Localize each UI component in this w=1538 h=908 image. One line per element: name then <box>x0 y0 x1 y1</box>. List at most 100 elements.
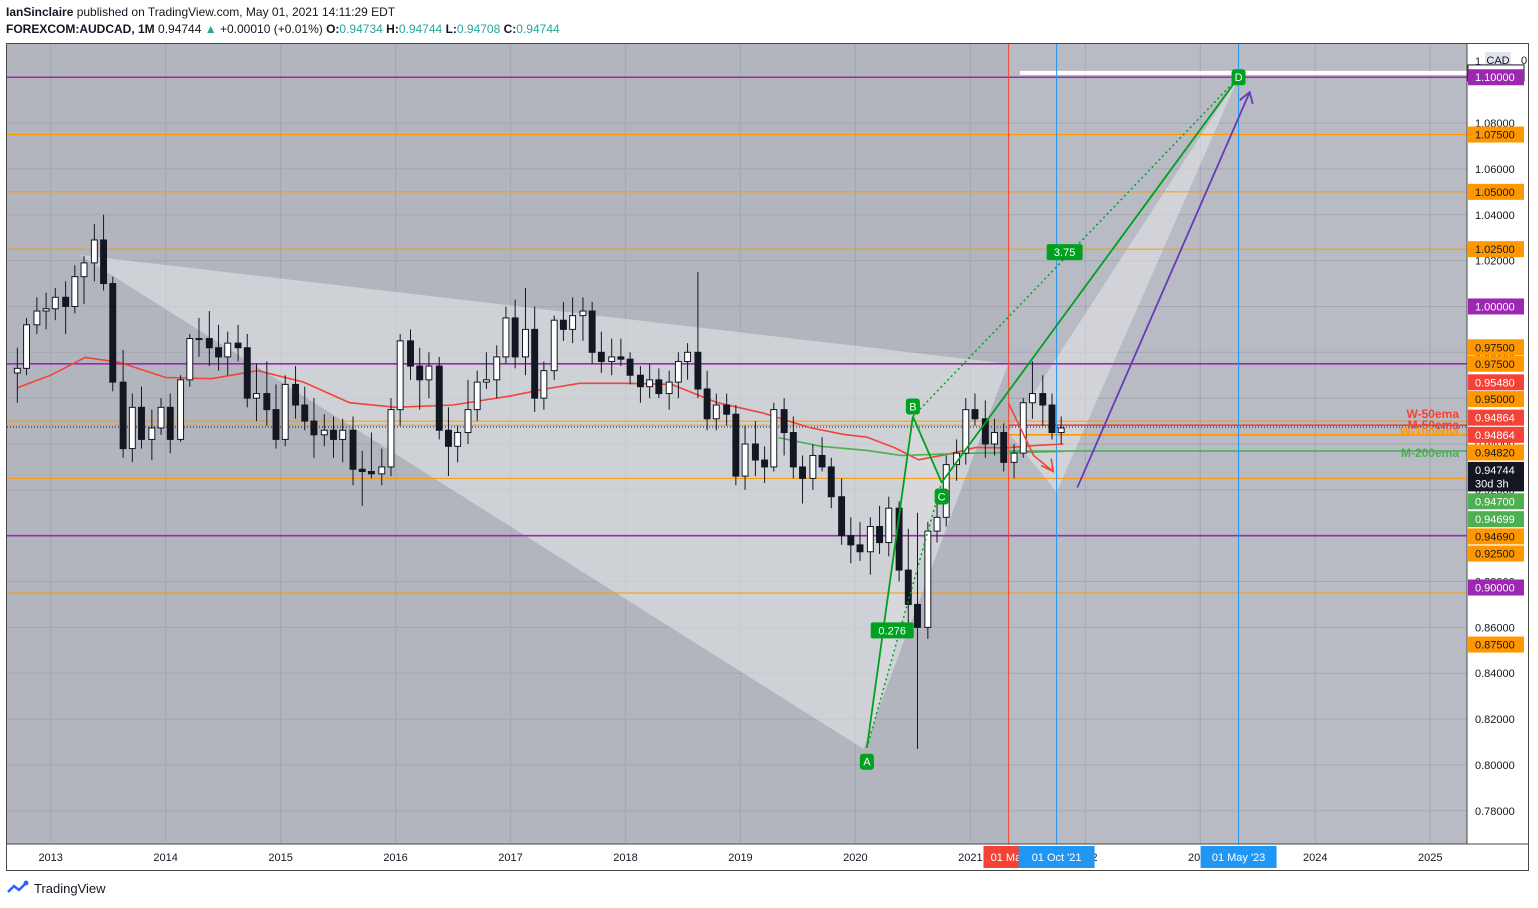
candle-body <box>904 569 912 605</box>
price-tag-bg <box>1468 444 1524 461</box>
candle <box>224 331 232 376</box>
candle-body <box>166 406 174 440</box>
price-tag-bg <box>1468 636 1524 653</box>
candle-body <box>723 404 731 415</box>
price-tick-label: 1.06000 <box>1475 164 1515 176</box>
candle <box>339 418 347 463</box>
bearish-arrow-line <box>1007 402 1054 473</box>
candle <box>962 398 970 465</box>
candle-body <box>971 409 979 420</box>
candle <box>1028 361 1036 419</box>
price-tag-bg <box>1468 241 1524 258</box>
candle-body <box>540 370 548 399</box>
candle-body <box>33 310 41 326</box>
author-name[interactable]: IanSinclaire <box>6 5 74 19</box>
price-tag-bg <box>1468 126 1524 143</box>
time-tick-label: 2024 <box>1303 852 1327 864</box>
price-tag-text: 0.94700 <box>1475 496 1515 508</box>
candle-body <box>597 351 605 362</box>
candle-body <box>186 338 194 381</box>
candle <box>253 363 260 422</box>
candle <box>608 338 616 376</box>
candle <box>770 402 778 472</box>
candle-body <box>703 388 711 420</box>
candle-body <box>962 409 970 454</box>
time-marker-text: 01 May '23 <box>1212 852 1265 864</box>
candle <box>818 437 826 472</box>
tradingview-brand[interactable]: TradingView <box>34 880 106 896</box>
currency-badge <box>1485 52 1511 68</box>
candle <box>550 315 558 380</box>
candle <box>838 478 846 545</box>
candle <box>1039 375 1047 426</box>
candle <box>195 317 203 357</box>
last-price: 0.94744 <box>158 22 202 36</box>
candle-body <box>23 324 31 369</box>
ratio-line-ac <box>866 482 943 748</box>
candle-body <box>991 432 998 445</box>
candle <box>559 301 567 341</box>
candle <box>1010 444 1018 479</box>
indicator-label: W-50ema <box>1407 407 1460 421</box>
price-tag-bg <box>1468 339 1524 356</box>
candle-body <box>128 406 136 450</box>
candle <box>933 503 941 543</box>
candle <box>712 393 720 431</box>
price-tag: 0.97500 <box>1468 355 1524 372</box>
leg-bc <box>912 416 943 483</box>
candle <box>971 393 979 426</box>
candle <box>665 370 673 410</box>
candle <box>511 299 519 369</box>
symbol-name[interactable]: FOREXCOM:AUDCAD, 1M <box>6 22 155 36</box>
indicator-label: M-50ema <box>1408 418 1460 432</box>
candle <box>444 407 452 477</box>
candle-body <box>292 383 300 406</box>
time-marker-bg <box>1200 846 1277 868</box>
candle <box>579 297 587 341</box>
harmonic-triangle-xab <box>79 254 1009 749</box>
price-tick-label: 0.78000 <box>1475 806 1515 818</box>
low-value: 0.94708 <box>456 22 501 36</box>
candle <box>42 292 50 330</box>
price-tag-bg <box>1468 475 1524 492</box>
candle <box>109 276 117 392</box>
candle-body <box>569 315 577 330</box>
candle <box>493 345 501 399</box>
symbol-line: FOREXCOM:AUDCAD, 1M 0.94744 ▲ +0.00010 (… <box>6 21 560 38</box>
price-tag: 0.94690 <box>1468 528 1524 545</box>
close-label: C: <box>503 22 517 36</box>
candle <box>856 521 864 561</box>
candle-body <box>522 328 529 358</box>
bearish-arrow-head <box>1040 458 1055 473</box>
candle-body <box>367 471 375 475</box>
candle-body <box>253 393 260 399</box>
chart-frame[interactable]: A B C D 0.276 3.75 W-50ema M-50ema W-100ema M-200… <box>6 43 1529 871</box>
price-tag-bg <box>1468 528 1524 545</box>
candle-body <box>1028 393 1036 404</box>
candle <box>674 352 682 399</box>
candle <box>588 301 596 364</box>
candle-body <box>684 351 692 362</box>
candle <box>799 455 806 504</box>
candle-body <box>933 516 941 532</box>
candle <box>13 347 21 403</box>
price-tag-bg <box>1468 374 1524 391</box>
bullish-arrow-head <box>1239 90 1254 105</box>
candle <box>243 333 251 408</box>
price-tag: 1.05000 <box>1468 183 1524 200</box>
tradingview-logo-icon[interactable] <box>6 880 30 896</box>
candle <box>320 414 328 447</box>
candle <box>177 375 185 442</box>
candle <box>100 214 108 291</box>
candle <box>292 366 300 419</box>
candle <box>407 329 414 380</box>
candle-body <box>780 409 788 434</box>
candle <box>23 317 31 376</box>
time-marker-tag: 01 Oct '21 <box>1018 846 1095 868</box>
candle <box>741 425 749 490</box>
candle <box>148 409 156 461</box>
time-axis-background <box>7 844 1528 870</box>
indicator-label: M-200ema <box>1401 446 1459 460</box>
candle <box>522 288 529 376</box>
